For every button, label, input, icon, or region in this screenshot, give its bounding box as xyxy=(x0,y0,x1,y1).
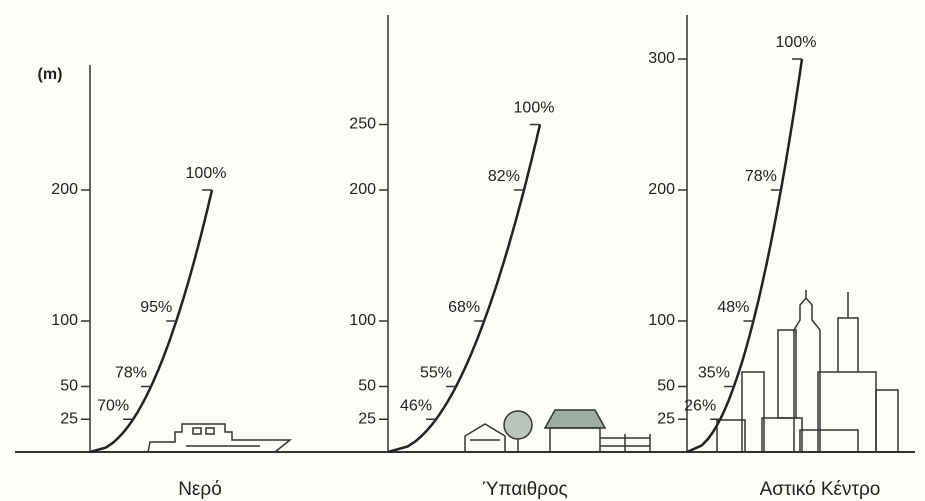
percent-label: 48% xyxy=(717,299,749,316)
percent-label: 82% xyxy=(488,168,520,185)
percent-label: 100% xyxy=(776,34,817,51)
y-tick-label: 300 xyxy=(648,50,675,67)
unit-label: (m) xyxy=(38,66,63,83)
percent-label: 95% xyxy=(140,299,172,316)
y-tick-label: 25 xyxy=(657,410,675,427)
ship xyxy=(148,424,290,452)
panel-title: Αστικό Κέντρο xyxy=(760,479,881,500)
y-tick-label: 200 xyxy=(349,181,376,198)
countryside xyxy=(465,410,650,452)
y-tick-label: 50 xyxy=(60,378,78,395)
y-tick-label: 200 xyxy=(51,181,78,198)
percent-label: 78% xyxy=(745,168,777,185)
wind-profile xyxy=(687,59,802,452)
y-tick-label: 100 xyxy=(51,312,78,329)
y-tick-label: 25 xyxy=(60,410,78,427)
percent-label: 35% xyxy=(698,365,730,382)
y-tick-label: 25 xyxy=(358,410,376,427)
y-tick-label: 50 xyxy=(358,378,376,395)
y-tick-label: 100 xyxy=(349,312,376,329)
percent-label: 100% xyxy=(186,165,227,182)
percent-label: 68% xyxy=(448,299,480,316)
y-tick-label: 200 xyxy=(648,181,675,198)
percent-label: 70% xyxy=(97,397,129,414)
y-tick-label: 100 xyxy=(648,312,675,329)
percent-label: 46% xyxy=(400,397,432,414)
percent-label: 26% xyxy=(684,397,716,414)
panel-title: Νερό xyxy=(178,479,222,500)
y-tick-label: 50 xyxy=(657,378,675,395)
diagram: (m) Νερό 25 50 100 200 70% 78% 95% 100% Ύπαιθρος 2… xyxy=(0,0,925,501)
percent-label: 55% xyxy=(420,365,452,382)
percent-label: 100% xyxy=(514,100,555,117)
y-tick-label: 250 xyxy=(349,116,376,133)
panel-title: Ύπαιθρος xyxy=(482,479,567,500)
percent-label: 78% xyxy=(115,365,147,382)
